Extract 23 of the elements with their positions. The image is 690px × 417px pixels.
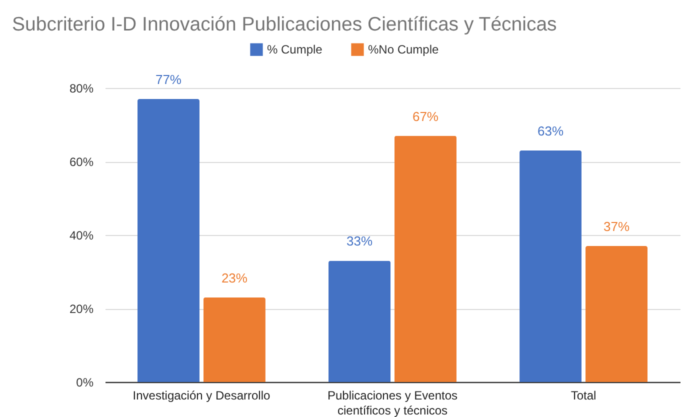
bar (520, 150, 582, 382)
y-tick-label: 60% (69, 155, 94, 169)
bar (394, 136, 456, 382)
data-label: 77% (155, 72, 182, 88)
x-tick-label: Investigación y Desarrollo (132, 388, 270, 402)
data-label: 37% (604, 219, 630, 234)
data-label: 63% (538, 123, 564, 138)
data-label: 23% (221, 270, 248, 286)
bar (137, 99, 200, 382)
y-tick-label: 0% (76, 376, 94, 390)
data-label: 33% (346, 234, 373, 249)
y-tick-label: 80% (69, 82, 94, 96)
bar (586, 246, 648, 382)
legend-label: % Cumple (267, 42, 323, 57)
chart-title: Subcriterio I-D Innovación Publicaciones Científicas y Técnicas (12, 14, 558, 36)
x-tick-label: Publicaciones y Eventos científicos y técnicos (327, 388, 458, 417)
y-tick-label: 20% (69, 302, 94, 316)
y-tick-label: 40% (69, 228, 94, 242)
bar (203, 297, 266, 382)
legend-label: %No Cumple (368, 42, 440, 57)
x-tick-label: Total (570, 388, 596, 402)
data-label: 67% (412, 108, 439, 124)
bar (328, 260, 391, 382)
